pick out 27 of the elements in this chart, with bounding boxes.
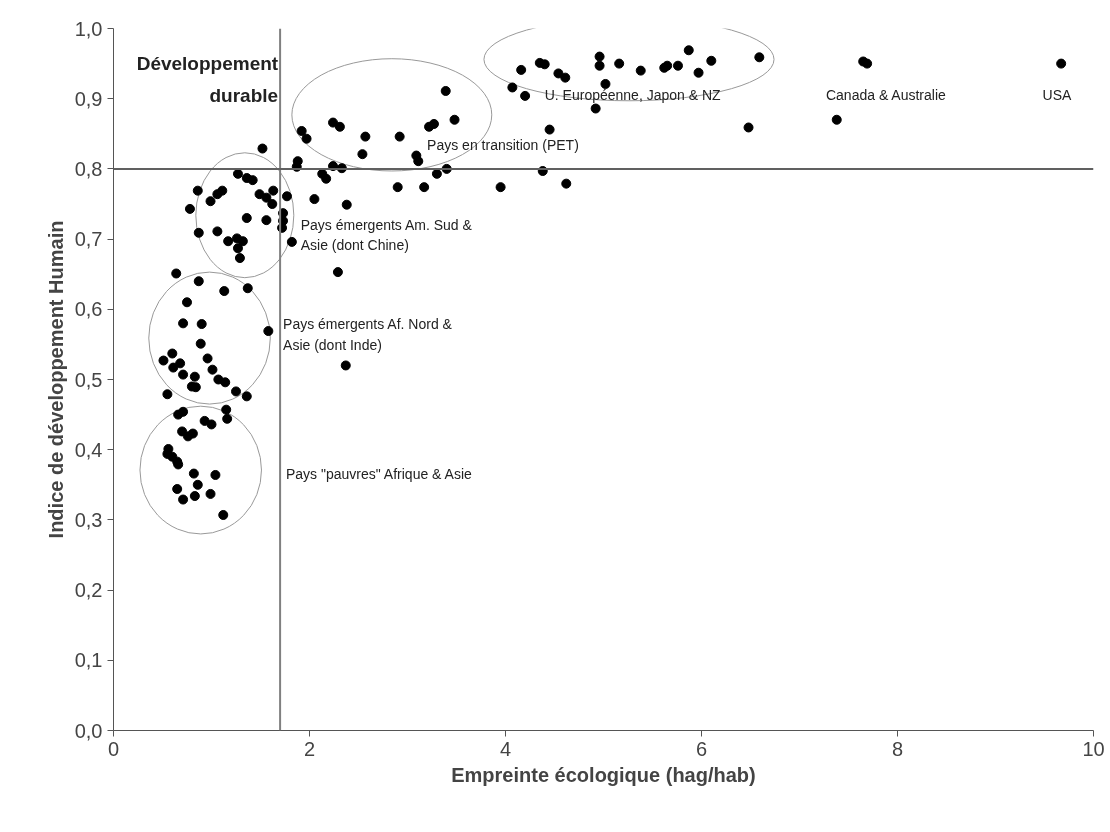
annotation: USA xyxy=(1042,86,1072,103)
annotation: U. Européenne, Japon & NZ xyxy=(544,86,722,103)
x-tick-label: 0 xyxy=(107,737,120,760)
x-tick-label: 10 xyxy=(1082,737,1105,760)
x-axis-title: Empreinte écologique (hag/hab) xyxy=(451,763,756,786)
annotation: Pays "pauvres" Afrique & Asie xyxy=(285,465,473,482)
y-tick-label: 0,2 xyxy=(74,579,103,602)
y-tick-label: 0,1 xyxy=(74,649,103,672)
y-tick-label: 1,0 xyxy=(74,17,103,40)
x-tick-label: 6 xyxy=(695,737,708,760)
annotation: Pays émergents Af. Nord & Asie (dont Inde) xyxy=(283,316,453,354)
y-tick-label: 0,0 xyxy=(74,719,103,742)
x-tick-label: 4 xyxy=(499,737,512,760)
annotation: Développement durable xyxy=(136,53,279,106)
x-tick-label: 2 xyxy=(303,737,316,760)
y-tick-label: 0,9 xyxy=(74,87,103,110)
x-tick-label: 8 xyxy=(891,737,904,760)
y-tick-label: 0,8 xyxy=(74,157,103,180)
y-tick-label: 0,3 xyxy=(74,508,103,531)
y-tick-label: 0,5 xyxy=(74,368,103,391)
y-tick-label: 0,7 xyxy=(74,228,103,251)
annotation: Pays en transition (PET) xyxy=(427,136,579,153)
y-axis-title: Indice de développement Humain xyxy=(44,220,67,539)
annotation: Pays émergents Am. Sud & Asie (dont Chine) xyxy=(300,216,473,254)
y-tick-label: 0,4 xyxy=(74,438,103,461)
y-tick-label: 0,6 xyxy=(74,298,103,321)
annotation: Canada & Australie xyxy=(825,86,947,103)
